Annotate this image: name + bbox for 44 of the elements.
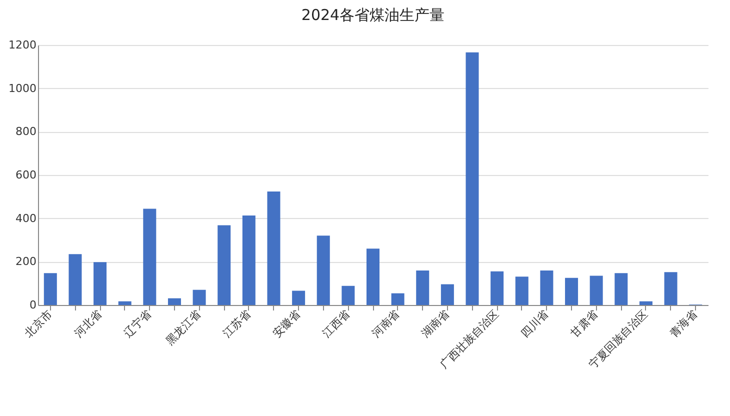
- x-tick-label: 安徽省: [270, 308, 303, 340]
- bar: [94, 262, 107, 305]
- bar: [143, 208, 156, 305]
- bar: [391, 293, 404, 305]
- bar: [639, 301, 652, 305]
- x-tick-label: 湖南省: [419, 308, 452, 340]
- x-tick-label: 甘肃省: [568, 308, 601, 340]
- bar: [168, 298, 181, 305]
- bar: [416, 270, 430, 305]
- bar: [366, 248, 380, 305]
- x-tick-label: 江苏省: [220, 308, 254, 340]
- bar: [242, 216, 256, 305]
- bar: [118, 301, 132, 305]
- x-tick-label: 青海省: [667, 308, 700, 340]
- bar: [614, 273, 628, 305]
- y-tick-label: 1000: [8, 82, 36, 95]
- x-tick-label: 黑龙江省: [163, 308, 204, 348]
- bar: [267, 191, 280, 305]
- bar: [515, 276, 528, 305]
- y-tick-label: 800: [16, 125, 36, 138]
- bar: [466, 52, 479, 305]
- x-tick-label: 四川省: [518, 308, 551, 340]
- chart-title: 2024各省煤油生产量: [301, 6, 445, 24]
- bar: [590, 276, 603, 305]
- x-tick-label: 江西省: [320, 308, 352, 340]
- bar: [440, 284, 454, 305]
- y-tick-label: 400: [16, 212, 36, 225]
- x-tick-label: 河南省: [370, 308, 402, 340]
- bar: [490, 271, 504, 305]
- bar: [540, 270, 554, 305]
- y-tick-label: 600: [16, 168, 36, 182]
- bar: [565, 278, 578, 305]
- bar: [292, 290, 306, 305]
- bar: [44, 273, 57, 305]
- x-tick-label: 河北省: [72, 308, 104, 340]
- bar: [664, 272, 678, 305]
- y-tick-label: 200: [16, 255, 36, 268]
- bar: [342, 286, 355, 305]
- bar: [68, 254, 82, 305]
- bar: [218, 225, 231, 305]
- y-tick-label: 1200: [8, 38, 36, 52]
- bar: [192, 290, 206, 305]
- x-tick-label: 辽宁省: [121, 308, 154, 340]
- bar: [316, 236, 330, 305]
